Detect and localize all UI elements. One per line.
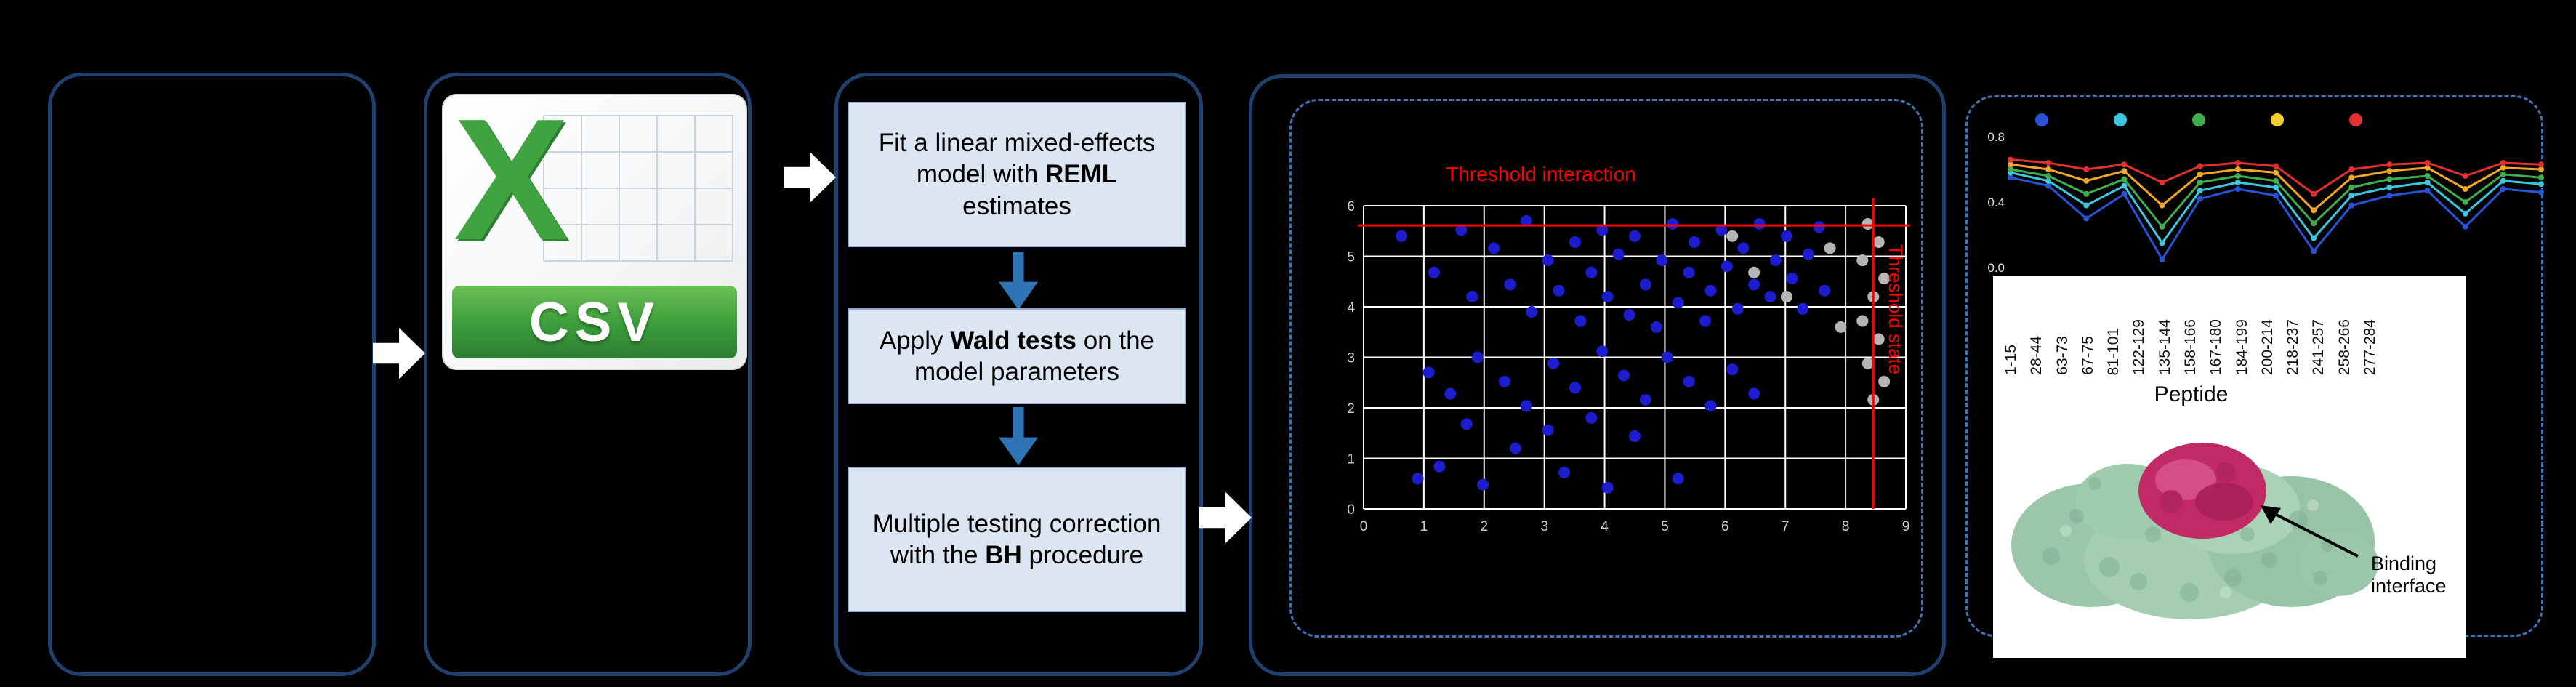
legend-dot-icon [2035,113,2048,126]
stage-2-box [424,73,752,676]
svg-text:6: 6 [1347,199,1355,214]
svg-text:3: 3 [1347,351,1355,366]
step-fit-bold: REML [1045,160,1118,189]
binding-interface-region [2138,443,2266,539]
svg-text:9: 9 [1902,519,1910,534]
legend-dot-icon [2114,113,2127,126]
condition-legend-dots [2035,113,2362,126]
stage-3-box [834,73,1203,676]
step-wald-post: on the model parameters [914,326,1155,386]
peptide-tick-label: 28-44 [2028,336,2045,375]
legend-dot-icon [2349,113,2362,126]
volcano-plot: 0 1 2 3 4 5 6 7 8 9 6 5 4 3 2 1 0 [1347,198,1910,534]
peptide-tick-label: 63-73 [2053,336,2071,375]
step-wald-pre: Apply [879,326,951,355]
binding-interface-arrow-icon [2261,505,2359,558]
peptide-tick-label: 122-129 [2130,318,2148,375]
step-fit-text: Fit a linear mixed-effects model with RE… [859,127,1175,222]
svg-text:6: 6 [1721,519,1729,534]
threshold-state-label: Threshold state [1885,244,1907,375]
legend-dot-icon [2271,113,2284,126]
svg-text:8: 8 [1842,519,1850,534]
step-fit-mixed-model: Fit a linear mixed-effects model with RE… [848,102,1186,247]
peptide-tick-label: 135-144 [2156,318,2173,375]
peptide-tick-label: 167-180 [2207,318,2225,375]
peptide-tick-label: 277-284 [2361,318,2378,375]
step-wald-bold: Wald tests [950,326,1076,355]
peptide-tick-label: 258-266 [2335,318,2353,375]
protein-structure [2011,443,2378,619]
step-bh-post: procedure [1021,541,1144,569]
stage-4-dashed-box [1289,99,1923,638]
step-wald-text: Apply Wald tests on the model parameters [859,325,1175,388]
peptide-tick-label: 218-237 [2285,318,2302,375]
peptide-tick-label: 184-199 [2233,318,2250,375]
svg-text:0.4: 0.4 [1987,196,2005,209]
step-fit-post: estimates [962,191,1071,220]
uptake-profile-chart: 0.8 0.4 0.0 [1987,130,2544,275]
peptide-tick-label: 158-166 [2181,318,2199,375]
flow-arrow-1-icon [373,327,425,379]
svg-text:0.0: 0.0 [1987,261,2005,275]
excel-x-letter: X [454,84,569,276]
step-bh-correction: Multiple testing correction with the BH … [848,467,1186,612]
binding-interface-label: Binding interface [2371,553,2447,598]
legend-dot-icon [2192,113,2205,126]
svg-text:5: 5 [1661,519,1669,534]
peptide-axis-ticks: 1-15 28-44 63-73 67-75 81-101 122-129 135-144 1… [2003,279,2378,375]
svg-text:4: 4 [1601,519,1609,534]
step-bh-text: Multiple testing correction with the BH … [859,508,1175,571]
svg-text:2: 2 [1480,519,1488,534]
svg-text:7: 7 [1782,519,1790,534]
svg-text:3: 3 [1540,519,1548,534]
peptide-tick-label: 1-15 [2003,344,2019,375]
peptide-panel: 1-15 28-44 63-73 67-75 81-101 122-129 135-144 1… [1993,276,2466,658]
peptide-tick-label: 67-75 [2079,336,2096,375]
peptide-axis-label: Peptide [2154,382,2229,406]
svg-text:0: 0 [1347,502,1355,518]
stage-1-box [48,73,376,676]
flow-arrow-3-icon [1199,491,1252,544]
peptide-tick-label: 241-257 [2310,318,2327,375]
flow-arrow-2-icon [784,151,836,204]
peptide-tick-label: 200-214 [2258,318,2276,375]
svg-text:0.8: 0.8 [1987,130,2005,144]
svg-text:4: 4 [1347,300,1355,316]
svg-text:1: 1 [1420,519,1428,534]
csv-banner: CSV [452,286,737,358]
step-bh-pre: Multiple testing correction with the [872,509,1162,569]
step-bh-bold: BH [985,541,1022,569]
csv-banner-label: CSV [528,291,661,353]
svg-text:0: 0 [1360,519,1368,534]
stage-4-box [1249,74,1946,676]
peptide-tick-label: 81-101 [2105,327,2122,375]
step-wald-tests: Apply Wald tests on the model parameters [848,308,1186,404]
svg-text:2: 2 [1347,401,1355,417]
threshold-interaction-label: Threshold interaction [1446,163,1636,185]
svg-text:5: 5 [1347,250,1355,265]
csv-grid [543,115,733,262]
step-fit-pre: Fit a linear mixed-effects model with [878,128,1156,189]
csv-file-icon: X CSV [442,84,747,370]
svg-text:1: 1 [1347,452,1355,467]
